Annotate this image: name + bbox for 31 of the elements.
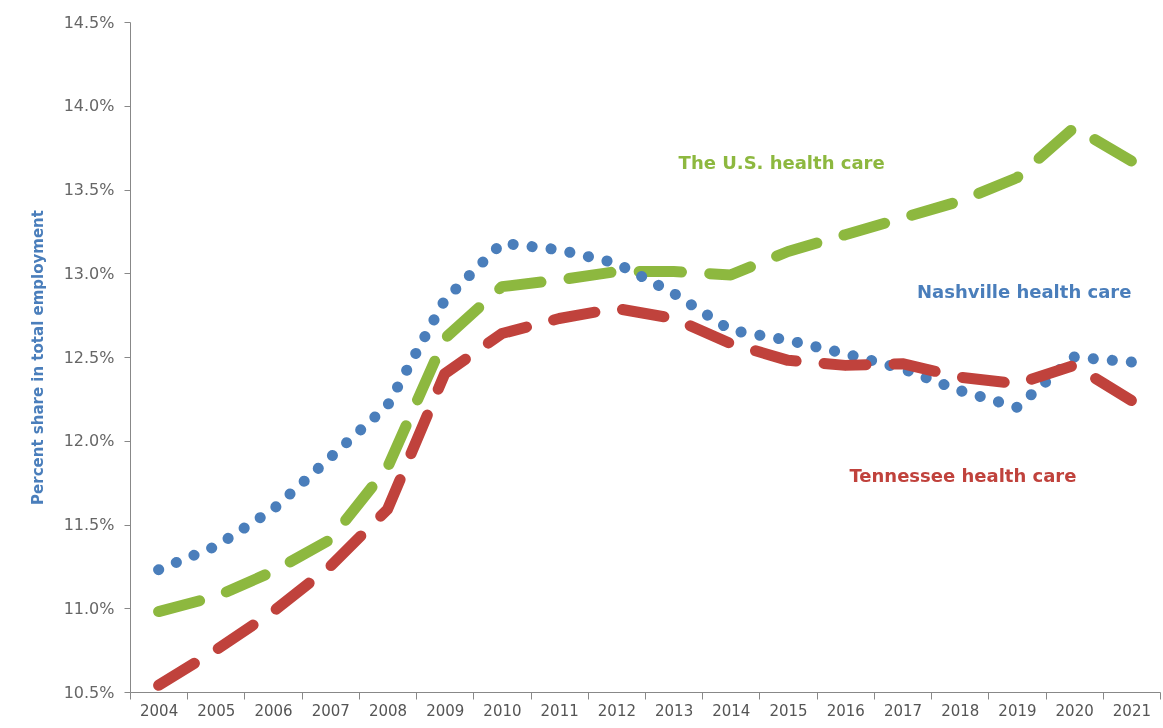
x-tick-label: 2006 xyxy=(254,701,293,720)
x-tick-label: 2018 xyxy=(941,701,980,720)
x-tick-label: 2013 xyxy=(655,701,694,720)
x-tick-label: 2010 xyxy=(483,701,522,720)
y-tick-label: 12.0% xyxy=(63,431,115,451)
y-tick-label: 11.0% xyxy=(63,598,115,618)
text: Nashville health care xyxy=(917,281,1132,303)
x-tick-label: 2021 xyxy=(1112,701,1151,720)
x-tick-label: 2020 xyxy=(1055,701,1094,720)
y-tick-label: 13.5% xyxy=(63,180,115,199)
x-tick-label: 2015 xyxy=(769,701,808,720)
y-axis-title: Percent share in total employment xyxy=(28,210,47,505)
x-tick-label: 2012 xyxy=(597,701,636,720)
x-tick-label: 2005 xyxy=(197,701,236,720)
x-tick-label: 2008 xyxy=(368,701,408,720)
y-tick-label: 10.5% xyxy=(63,682,115,702)
x-tick-label: 2009 xyxy=(426,701,465,720)
y-tick-label: 13.0% xyxy=(63,263,115,283)
y-tick-label: 12.5% xyxy=(63,347,115,367)
x-tick-label: 2011 xyxy=(540,701,579,720)
text: Tennessee health care xyxy=(849,464,1077,486)
text: The U.S. health care xyxy=(678,151,885,173)
x-tick-label: 2014 xyxy=(712,701,751,720)
y-tick-label: 11.5% xyxy=(63,515,115,534)
x-tick-label: 2007 xyxy=(311,701,350,720)
x-tick-label: 2017 xyxy=(883,701,923,720)
y-tick-label: 14.5% xyxy=(63,12,115,32)
y-tick-label: 14.0% xyxy=(63,96,115,116)
x-tick-label: 2016 xyxy=(826,701,865,720)
x-tick-label: 2019 xyxy=(998,701,1037,720)
x-tick-label: 2004 xyxy=(140,701,179,720)
